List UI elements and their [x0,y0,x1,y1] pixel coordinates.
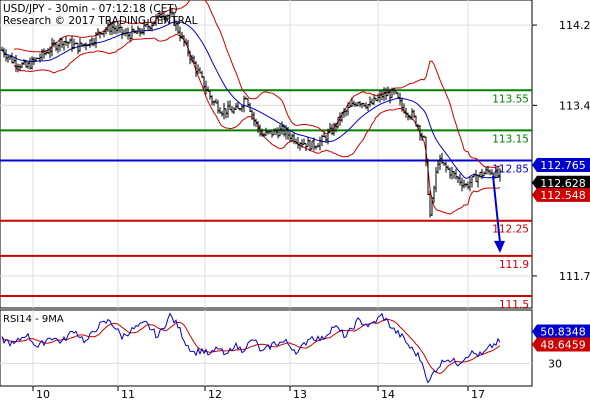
price-badge-band-text: 112.548 [540,189,586,202]
lower-band-line [13,33,501,215]
rsi-panel [1,312,501,384]
x-tick-label: 12 [208,388,222,400]
forecast-arrow-head [494,240,505,253]
rsi-line [1,312,501,384]
rsi-badge-value-bg [532,324,590,339]
x-tick-label: 10 [36,388,50,400]
level-label: 113.15 [492,133,529,145]
rsi-ma-line [1,318,501,375]
level-label: 111.5 [499,299,529,311]
x-tick-label: 17 [471,388,485,400]
price-badge-last-bg [532,175,590,190]
price-candles [0,7,502,218]
level-label: 111.9 [499,259,529,271]
rsi-title: RSI14 - 9MA [3,314,64,325]
rsi-tick-label: 30 [548,357,562,370]
level-label: 112.85 [492,164,529,176]
price-badge-ma-text: 112.765 [540,159,586,172]
x-tick-label: 11 [121,388,135,400]
price-badge-last-text: 112.628 [540,177,586,190]
price-badge-band-bg [532,187,590,202]
chart-subtitle: Research © 2017 TRADING CENTRAL [3,15,198,27]
moving-average-line [1,21,501,179]
x-tick-label: 13 [293,388,307,400]
y-tick-label: 114.2 [559,19,590,32]
rsi-badge-ma-bg [532,337,590,352]
level-label: 112.25 [492,224,529,236]
y-tick-label: 113.4 [559,99,590,112]
upper-band-line [13,0,501,169]
rsi-panel-frame [0,309,533,387]
level-label: 113.55 [492,93,529,105]
y-tick-label: 111.7 [559,270,590,283]
bollinger-bands [1,0,501,215]
rsi-badge-ma-text: 48.6459 [540,338,586,351]
forecast-arrow [492,175,505,253]
x-tick-label: 14 [381,388,395,400]
price-badge-ma-bg [532,158,590,173]
axes: 10 11 12 13 14 17 114.2 113.4 111.7 30 [32,19,590,400]
chart-title: USD/JPY - 30min - 07:12:18 (CET) [3,3,178,15]
rsi-badge-value-text: 50.8348 [540,326,586,339]
forecast-arrow-shaft [492,175,501,243]
